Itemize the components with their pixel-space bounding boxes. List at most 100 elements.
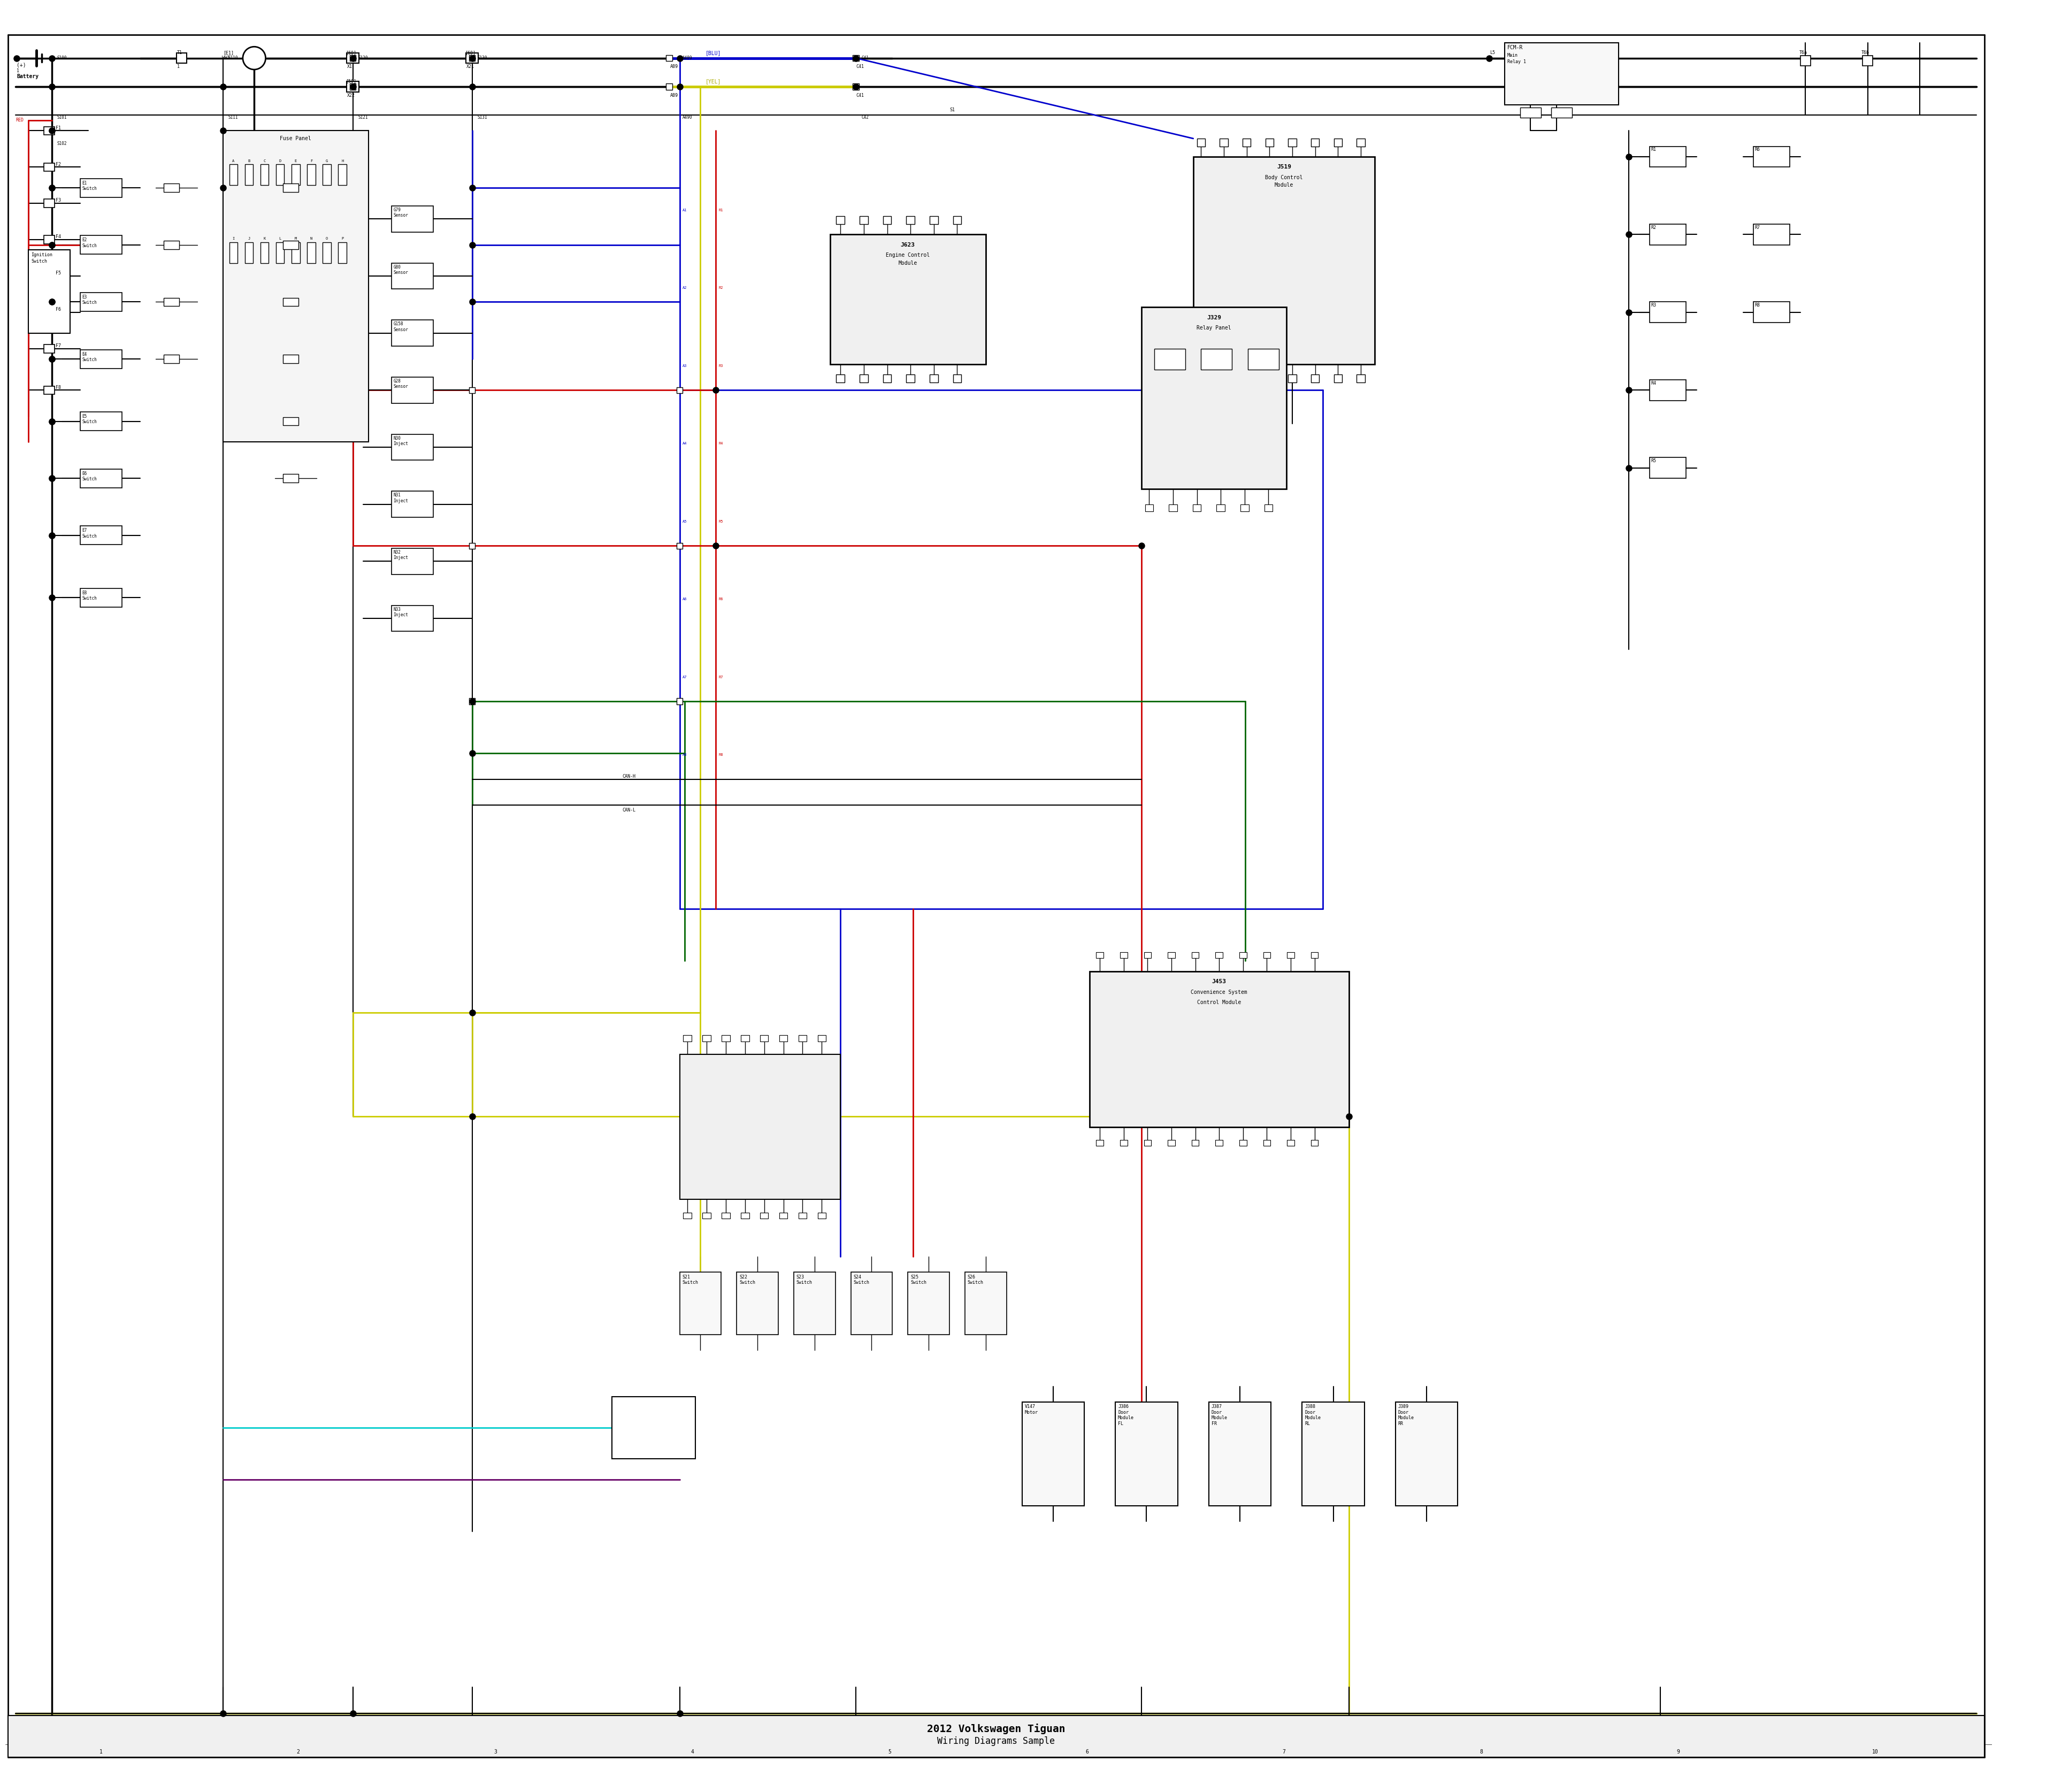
- Text: R8: R8: [719, 753, 723, 756]
- Text: S24
Switch: S24 Switch: [852, 1274, 869, 1285]
- Bar: [347, 54, 359, 63]
- Bar: [80, 292, 121, 312]
- Bar: [1288, 1140, 1294, 1147]
- Text: J: J: [249, 237, 251, 240]
- Bar: [244, 242, 253, 263]
- Text: CAN-L: CAN-L: [622, 808, 637, 812]
- Bar: [322, 165, 331, 185]
- Bar: [612, 1396, 694, 1459]
- Bar: [817, 1213, 826, 1219]
- Bar: [80, 235, 121, 254]
- Bar: [468, 56, 474, 61]
- Bar: [339, 242, 347, 263]
- Bar: [43, 199, 55, 208]
- Bar: [292, 242, 300, 263]
- Text: CAN-H: CAN-H: [622, 774, 637, 780]
- Text: S131: S131: [477, 115, 487, 120]
- Text: L5: L5: [1489, 50, 1495, 56]
- Text: S1: S1: [949, 108, 955, 113]
- Bar: [1144, 504, 1152, 511]
- Text: F3: F3: [55, 199, 62, 202]
- Bar: [883, 375, 891, 382]
- Text: E: E: [294, 159, 298, 163]
- Bar: [349, 84, 355, 90]
- Text: R2: R2: [719, 287, 723, 290]
- Text: Relay 1: Relay 1: [1508, 59, 1526, 65]
- Text: C41: C41: [857, 93, 865, 99]
- Text: X1: X1: [347, 65, 353, 70]
- Text: WHT: WHT: [222, 56, 230, 61]
- Bar: [80, 412, 121, 430]
- Bar: [322, 242, 331, 263]
- Text: X22: X22: [347, 93, 355, 99]
- Bar: [908, 1272, 949, 1335]
- Bar: [1241, 504, 1249, 511]
- Circle shape: [242, 47, 265, 70]
- Bar: [283, 355, 298, 364]
- Text: 10: 10: [1873, 1749, 1879, 1754]
- Text: A89: A89: [670, 65, 678, 70]
- Bar: [676, 699, 682, 704]
- Bar: [1191, 1140, 1200, 1147]
- Bar: [1023, 1401, 1085, 1505]
- Bar: [1216, 1140, 1222, 1147]
- Bar: [861, 217, 869, 224]
- Text: 1: 1: [177, 65, 179, 70]
- Bar: [392, 491, 433, 518]
- Bar: [1220, 138, 1228, 147]
- Bar: [1169, 1140, 1175, 1147]
- Text: T6a: T6a: [1799, 50, 1808, 56]
- Bar: [308, 242, 316, 263]
- Text: 4: 4: [690, 1749, 694, 1754]
- Text: S100: S100: [58, 56, 68, 61]
- Bar: [1239, 952, 1247, 959]
- Text: J389
Door
Module
RR: J389 Door Module RR: [1399, 1405, 1415, 1426]
- Text: S130: S130: [477, 56, 487, 61]
- Text: [BLU]: [BLU]: [707, 50, 721, 56]
- Text: [60]: [60]: [464, 50, 477, 56]
- Bar: [1197, 375, 1206, 382]
- Text: R3: R3: [719, 364, 723, 367]
- Bar: [953, 217, 961, 224]
- Text: T1: T1: [177, 50, 183, 56]
- Text: 1: 1: [99, 1749, 103, 1754]
- Text: A5: A5: [682, 520, 686, 523]
- Text: R6: R6: [719, 599, 723, 600]
- Text: A489: A489: [682, 56, 692, 61]
- Bar: [8, 1715, 1984, 1758]
- Bar: [1216, 504, 1224, 511]
- Bar: [283, 475, 298, 482]
- Bar: [1142, 306, 1286, 489]
- Bar: [43, 344, 55, 353]
- Bar: [1754, 147, 1789, 167]
- Text: [E1]: [E1]: [224, 50, 234, 56]
- Bar: [261, 242, 269, 263]
- Text: F6: F6: [55, 306, 62, 312]
- Bar: [283, 418, 298, 425]
- Text: 1: 1: [16, 68, 18, 73]
- Text: C41: C41: [857, 65, 865, 70]
- Text: A8: A8: [682, 753, 686, 756]
- Text: E6
Switch: E6 Switch: [82, 471, 97, 482]
- Bar: [347, 81, 359, 91]
- Text: B: B: [249, 159, 251, 163]
- Bar: [793, 1272, 836, 1335]
- Bar: [836, 375, 844, 382]
- Text: R5: R5: [719, 520, 723, 523]
- Bar: [177, 54, 187, 63]
- Text: A4: A4: [682, 443, 686, 444]
- Bar: [676, 543, 682, 548]
- Bar: [468, 699, 474, 704]
- Text: Wiring Diagrams Sample: Wiring Diagrams Sample: [937, 1736, 1056, 1745]
- Bar: [29, 251, 70, 333]
- Bar: [852, 84, 859, 90]
- Bar: [1310, 952, 1319, 959]
- Bar: [778, 1213, 787, 1219]
- Text: 8: 8: [1479, 1749, 1483, 1754]
- Bar: [953, 375, 961, 382]
- Text: R7: R7: [719, 676, 723, 679]
- Text: R5: R5: [1651, 459, 1656, 464]
- Bar: [392, 548, 433, 573]
- Text: E4
Switch: E4 Switch: [82, 351, 97, 362]
- Bar: [392, 263, 433, 289]
